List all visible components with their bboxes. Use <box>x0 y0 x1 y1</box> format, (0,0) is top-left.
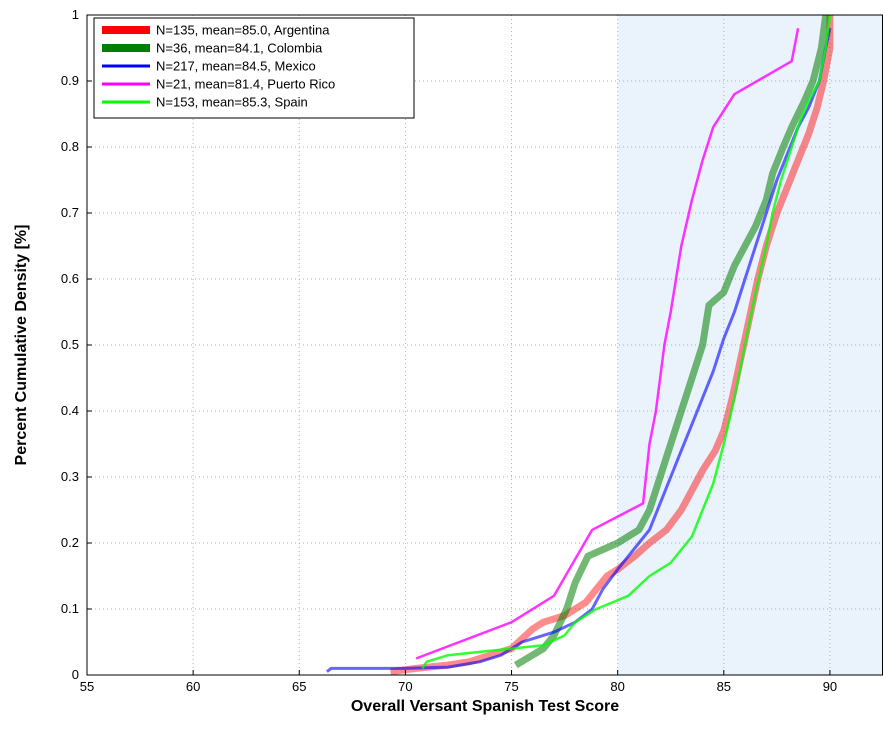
legend-entry-2: N=36, mean=84.1, Colombia <box>156 41 323 56</box>
y-tick-label: 1 <box>72 7 79 22</box>
series-line-4 <box>415 27 800 660</box>
y-tick-label: 0.4 <box>61 403 79 418</box>
y-tick-label: 0.3 <box>61 469 79 484</box>
x-tick-label: 70 <box>398 679 412 694</box>
y-tick-label: 0.8 <box>61 139 79 154</box>
series-line-1 <box>390 15 834 676</box>
legend: N=135, mean=85.0, Argentina N=36, mean=84… <box>93 17 415 119</box>
x-tick-label: 80 <box>610 679 624 694</box>
y-tick-label: 0.9 <box>61 73 79 88</box>
x-axis-label: Overall Versant Spanish Test Score <box>351 698 619 715</box>
x-tick-label: 55 <box>80 679 94 694</box>
series-line-5 <box>421 14 832 670</box>
series-line-2 <box>514 14 830 669</box>
legend-entry-4: N=21, mean=81.4, Puerto Rico <box>156 77 335 92</box>
y-tick-label: 0.6 <box>61 271 79 286</box>
y-tick-label: 0.5 <box>61 337 79 352</box>
y-tick-label: 0.1 <box>61 601 79 616</box>
legend-entry-5: N=153, mean=85.3, Spain <box>156 95 308 110</box>
x-tick-label: 60 <box>186 679 200 694</box>
y-tick-label: 0 <box>72 667 79 682</box>
y-tick-label: 0.2 <box>61 535 79 550</box>
x-tick-label: 90 <box>823 679 837 694</box>
axis-ticks: 55 60 65 70 75 80 85 90 0 0.1 0.2 0.3 0.4 0.5 0.6 0.7 0.… <box>61 7 837 694</box>
y-axis-label: Percent Cumulative Density [%] <box>13 225 30 466</box>
x-tick-label: 65 <box>292 679 306 694</box>
shaded-region-layer <box>617 15 883 675</box>
series-lines <box>325 14 834 676</box>
x-tick-label: 85 <box>717 679 731 694</box>
x-tick-label: 75 <box>504 679 518 694</box>
y-tick-label: 0.7 <box>61 205 79 220</box>
shaded-region <box>617 15 883 675</box>
legend-entry-1: N=135, mean=85.0, Argentina <box>156 23 330 38</box>
series-line-3 <box>325 27 832 673</box>
legend-entry-3: N=217, mean=84.5, Mexico <box>156 59 316 74</box>
